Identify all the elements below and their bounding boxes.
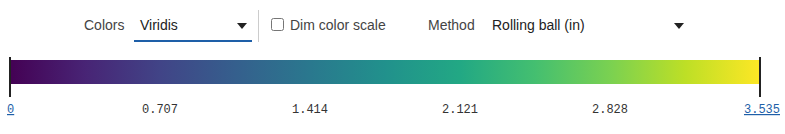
dropdown-arrow[interactable]: [674, 23, 684, 29]
dim-checkbox[interactable]: [272, 19, 284, 31]
tick: [310, 84, 311, 85]
dim-label[interactable]: Dim color scale: [290, 17, 386, 33]
tick: [160, 84, 161, 85]
dropdown-arrow[interactable]: [237, 23, 247, 29]
range-end: [9, 57, 11, 97]
range-link[interactable]: 0: [7, 103, 14, 117]
tick-label: 2.121: [442, 103, 478, 117]
tick: [610, 84, 611, 85]
tick-label: 2.828: [592, 103, 628, 117]
method-select[interactable]: Rolling ball (in): [492, 17, 585, 33]
tick-label: 1.414: [292, 103, 328, 117]
separator: [258, 10, 259, 42]
colors-select[interactable]: Viridis: [140, 17, 178, 33]
select-underline: [134, 40, 252, 42]
colors-label: Colors: [84, 17, 124, 33]
range-link[interactable]: 3.535: [744, 103, 780, 117]
method-label: Method: [428, 17, 475, 33]
tick-label: 0.707: [142, 103, 178, 117]
root: Colors Viridis Dim color scale Method Rollin…: [0, 0, 785, 134]
range-end: [759, 57, 761, 97]
tick: [460, 84, 461, 85]
color-bar: [10, 60, 760, 84]
